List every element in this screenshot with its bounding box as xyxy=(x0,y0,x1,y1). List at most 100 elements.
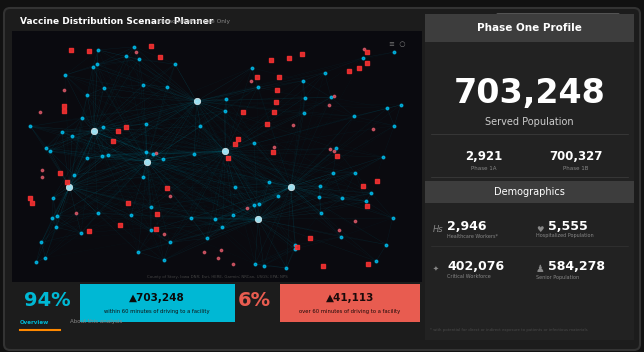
Point xyxy=(59,87,69,93)
Bar xyxy=(425,14,634,340)
Point xyxy=(99,85,109,91)
Point xyxy=(381,242,392,247)
Point xyxy=(238,109,248,115)
Point xyxy=(146,43,156,49)
Point xyxy=(317,263,328,269)
Point xyxy=(273,194,283,199)
Point xyxy=(286,184,296,189)
Point xyxy=(246,78,256,83)
Point xyxy=(66,47,77,52)
Point xyxy=(368,126,378,132)
Bar xyxy=(280,284,420,322)
Point xyxy=(55,170,65,176)
Text: 402,076: 402,076 xyxy=(447,259,504,272)
Point xyxy=(45,149,55,154)
Bar xyxy=(12,31,422,282)
Point xyxy=(298,78,308,83)
Point xyxy=(271,99,281,105)
Point xyxy=(108,138,118,144)
Point xyxy=(262,121,272,126)
Point xyxy=(158,257,169,263)
Point xyxy=(395,102,406,108)
Point xyxy=(362,203,372,209)
Point xyxy=(84,48,95,54)
Point xyxy=(305,235,315,241)
Text: ▲703,248: ▲703,248 xyxy=(129,293,185,303)
Point xyxy=(223,155,233,161)
FancyBboxPatch shape xyxy=(4,8,640,350)
Point xyxy=(213,255,223,260)
Point xyxy=(362,49,372,55)
Point xyxy=(288,122,298,128)
Point xyxy=(292,245,302,250)
Point xyxy=(265,57,276,63)
Point xyxy=(41,255,51,260)
Point xyxy=(37,168,47,173)
Point xyxy=(264,179,274,185)
Text: Vaccine Distribution Scenario Planner: Vaccine Distribution Scenario Planner xyxy=(20,18,213,26)
Point xyxy=(350,218,361,224)
Point xyxy=(242,206,252,211)
Point xyxy=(228,212,238,218)
Point xyxy=(290,246,300,252)
Point xyxy=(158,156,168,162)
Point xyxy=(199,249,209,254)
Point xyxy=(141,150,151,155)
Text: Demographics: Demographics xyxy=(494,187,565,197)
Text: 703,248: 703,248 xyxy=(453,77,605,111)
Point xyxy=(133,249,144,255)
Point xyxy=(82,93,92,98)
Point xyxy=(59,103,69,109)
Point xyxy=(253,216,263,222)
Text: Critical Workforce: Critical Workforce xyxy=(447,275,491,279)
Point xyxy=(138,82,149,88)
Point xyxy=(269,145,279,150)
Point xyxy=(146,227,156,233)
Text: ✦: ✦ xyxy=(433,266,439,272)
Point xyxy=(382,106,392,111)
Point xyxy=(88,64,98,70)
Text: Demonstration Use Only: Demonstration Use Only xyxy=(158,19,230,25)
Point xyxy=(332,153,342,159)
Point xyxy=(82,155,92,161)
Point xyxy=(252,74,262,80)
Point xyxy=(98,124,108,130)
Bar xyxy=(10,14,634,30)
Point xyxy=(92,62,102,67)
Point xyxy=(290,242,301,248)
Point xyxy=(249,140,260,145)
Text: Hs: Hs xyxy=(433,225,444,233)
Point xyxy=(142,159,153,164)
Text: 94%: 94% xyxy=(24,290,70,309)
Point xyxy=(220,149,231,154)
Bar xyxy=(12,282,422,330)
Point xyxy=(258,263,269,269)
Point xyxy=(389,123,399,128)
Point xyxy=(361,199,371,204)
Point xyxy=(231,141,241,146)
Point xyxy=(76,230,86,236)
Point xyxy=(151,227,162,232)
Point xyxy=(249,202,259,208)
Text: within 60 minutes of driving to a facility: within 60 minutes of driving to a facili… xyxy=(104,308,210,314)
Point xyxy=(51,225,61,230)
Point xyxy=(138,174,148,180)
Point xyxy=(350,170,360,176)
Point xyxy=(64,184,75,189)
Text: 6%: 6% xyxy=(238,290,270,309)
Point xyxy=(191,99,202,104)
Point xyxy=(48,195,58,200)
Point xyxy=(31,259,41,265)
Text: over 60 minutes of driving to a facility: over 60 minutes of driving to a facility xyxy=(299,308,401,314)
FancyBboxPatch shape xyxy=(497,13,620,29)
Text: Senior Population: Senior Population xyxy=(536,275,579,279)
Point xyxy=(126,213,136,218)
Text: ▲41,113: ▲41,113 xyxy=(326,293,374,303)
Text: * with potential for direct or indirect exposure to patients or infectious mater: * with potential for direct or indirect … xyxy=(430,328,587,332)
Text: Phase 1A: Phase 1A xyxy=(471,165,497,170)
Text: 700,327: 700,327 xyxy=(549,150,602,163)
Point xyxy=(389,49,399,55)
Text: 584,278: 584,278 xyxy=(548,259,605,272)
Point xyxy=(47,215,57,221)
Point xyxy=(269,109,279,115)
